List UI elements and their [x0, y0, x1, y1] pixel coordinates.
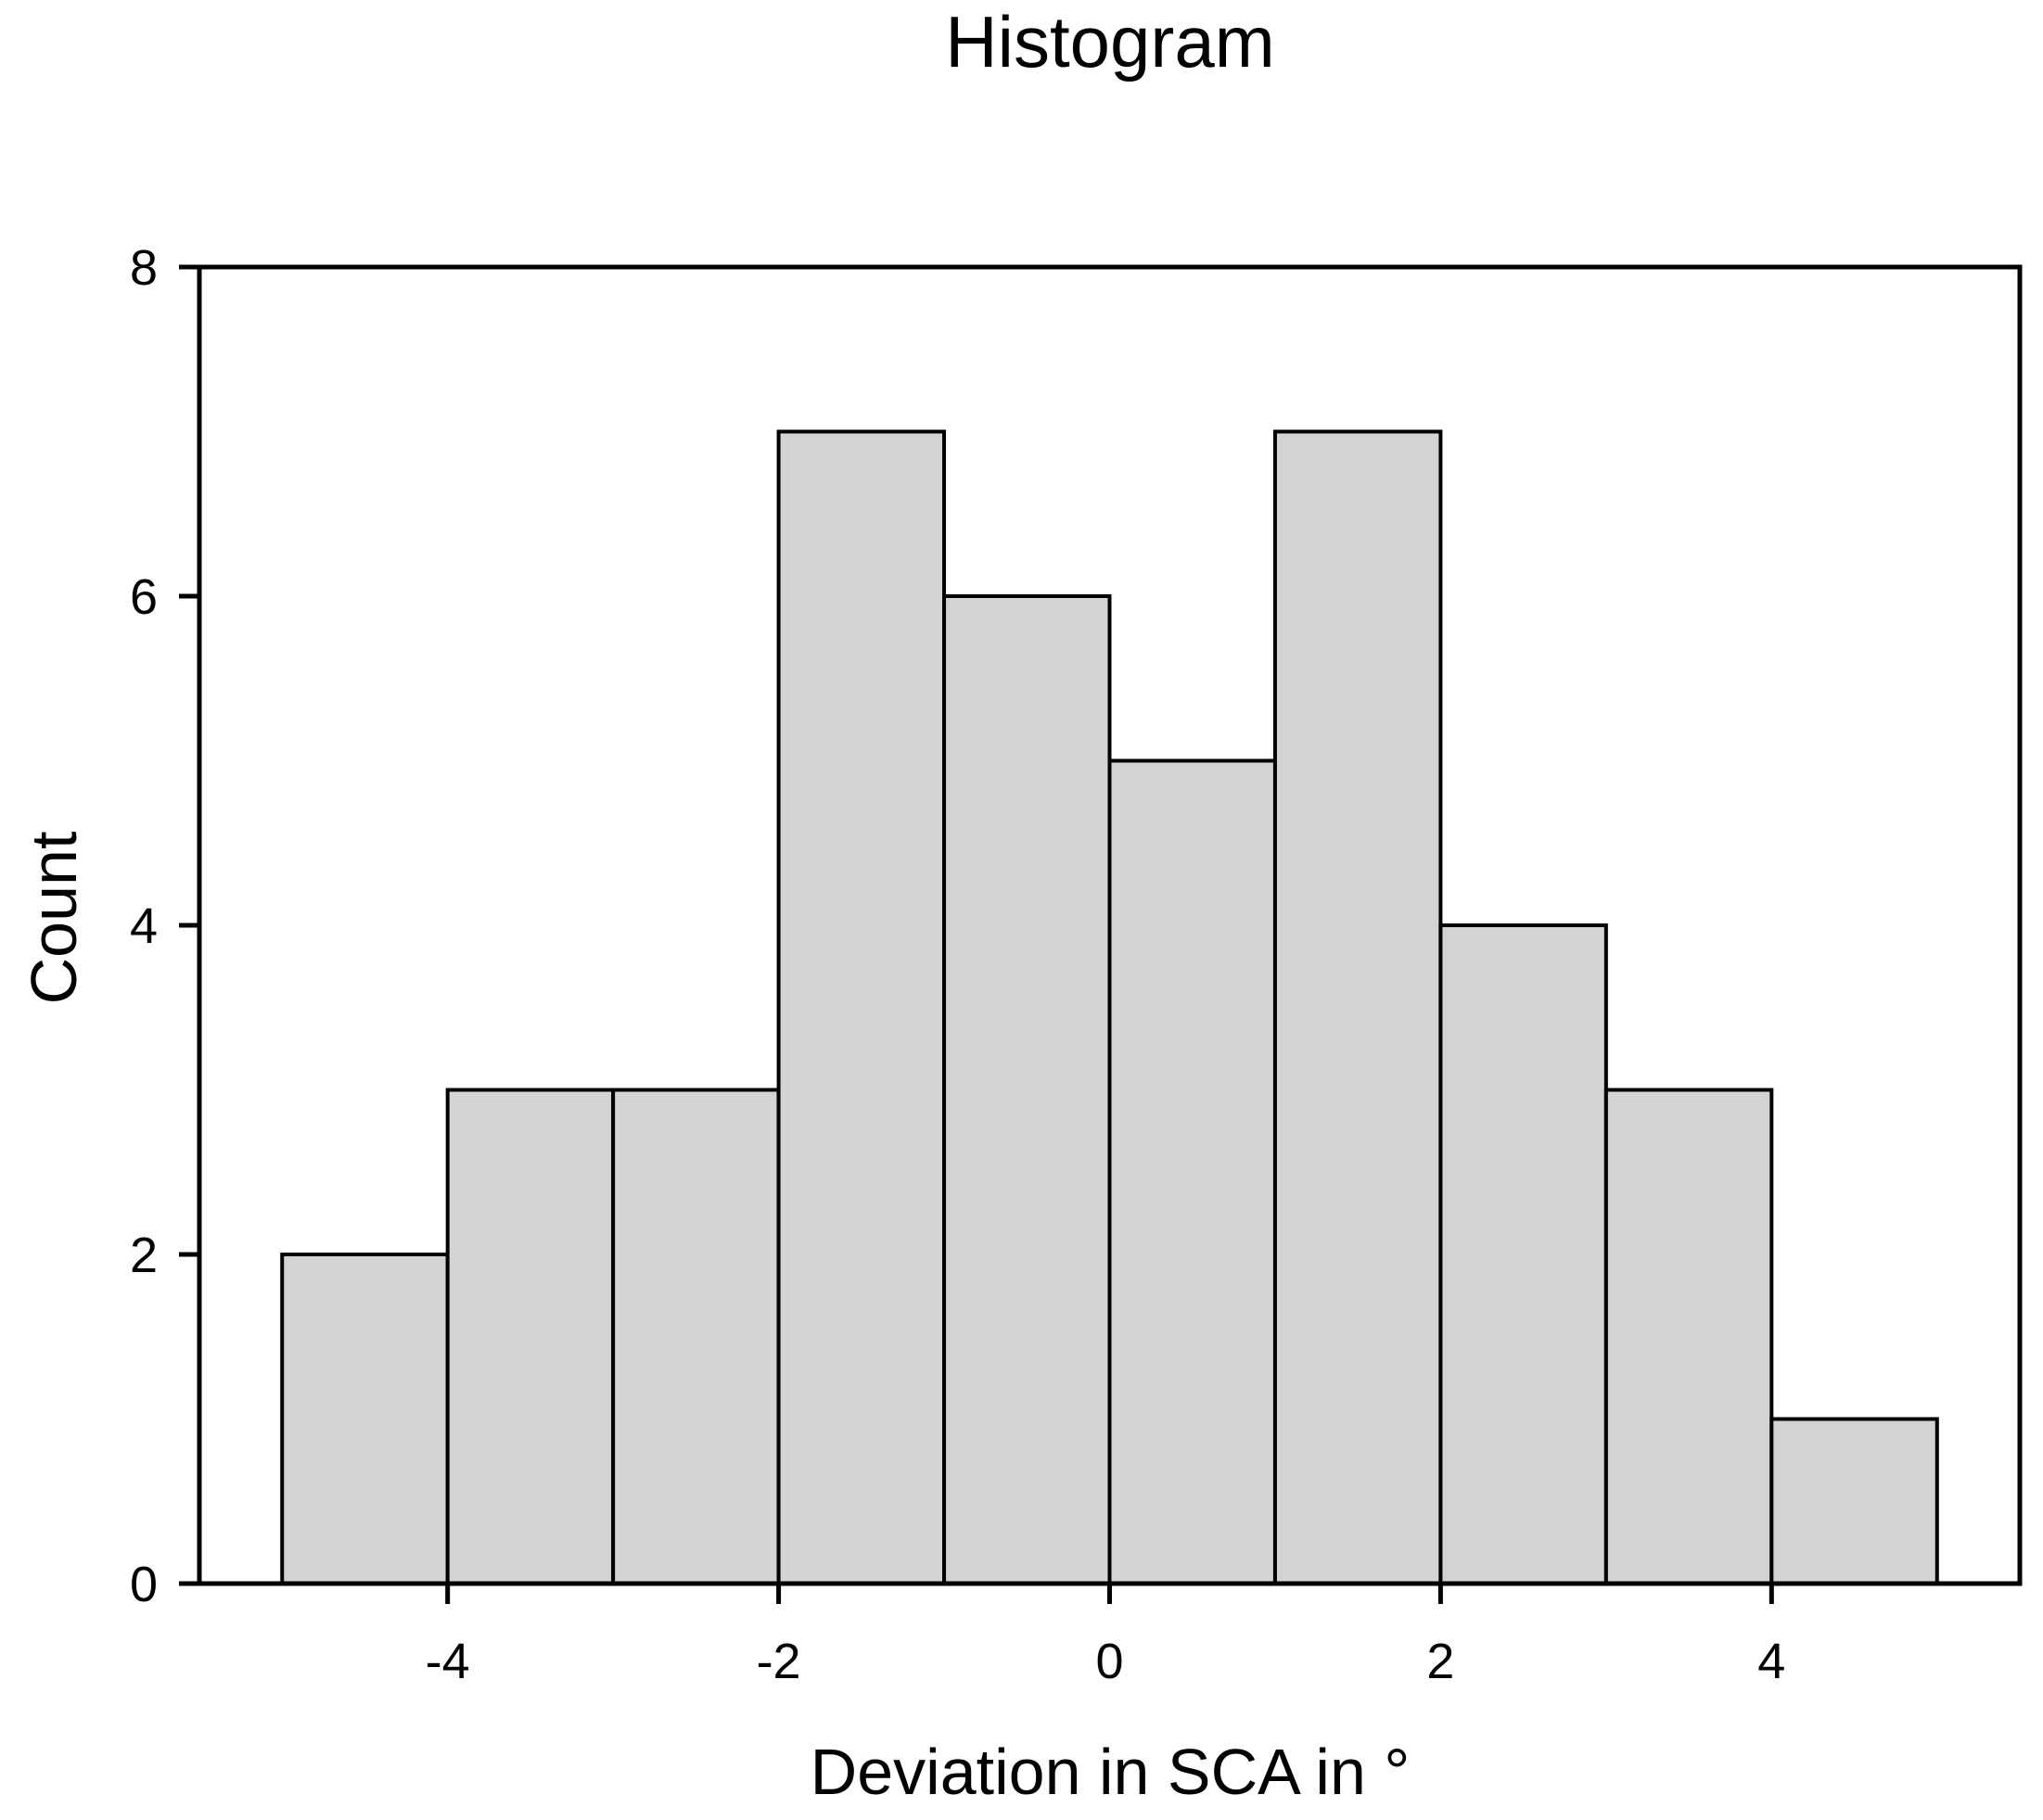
x-axis-label: Deviation in SCA in °: [811, 1736, 1411, 1808]
histogram-bar: [1272, 429, 1443, 1585]
histogram-bar: [1603, 1088, 1774, 1585]
histogram-bar: [1107, 758, 1277, 1585]
histogram-bar: [1438, 923, 1608, 1585]
y-tick-label: 0: [130, 1557, 158, 1612]
x-tick-label: 0: [1095, 1634, 1123, 1689]
y-tick-label: 6: [130, 569, 158, 625]
x-tick-label: -4: [426, 1634, 470, 1689]
histogram-bar: [942, 594, 1112, 1585]
y-tick-label: 2: [130, 1228, 158, 1283]
bars-group: [280, 429, 1939, 1585]
y-axis-label: Count: [18, 832, 90, 1005]
chart-title: Histogram: [945, 1, 1274, 83]
histogram-bar: [776, 429, 947, 1585]
x-tick-label: -2: [757, 1634, 801, 1689]
histogram-bar: [445, 1088, 616, 1585]
histogram-bar: [1769, 1417, 1939, 1585]
histogram-bar: [280, 1253, 450, 1585]
ticks-group: 0 2 4 6 8 -4 -2 0 2 4: [130, 240, 1785, 1689]
y-tick-label: 4: [130, 898, 158, 954]
histogram-bar: [611, 1088, 781, 1585]
x-tick-label: 2: [1426, 1634, 1454, 1689]
y-tick-label: 8: [130, 240, 158, 296]
x-tick-label: 4: [1757, 1634, 1785, 1689]
